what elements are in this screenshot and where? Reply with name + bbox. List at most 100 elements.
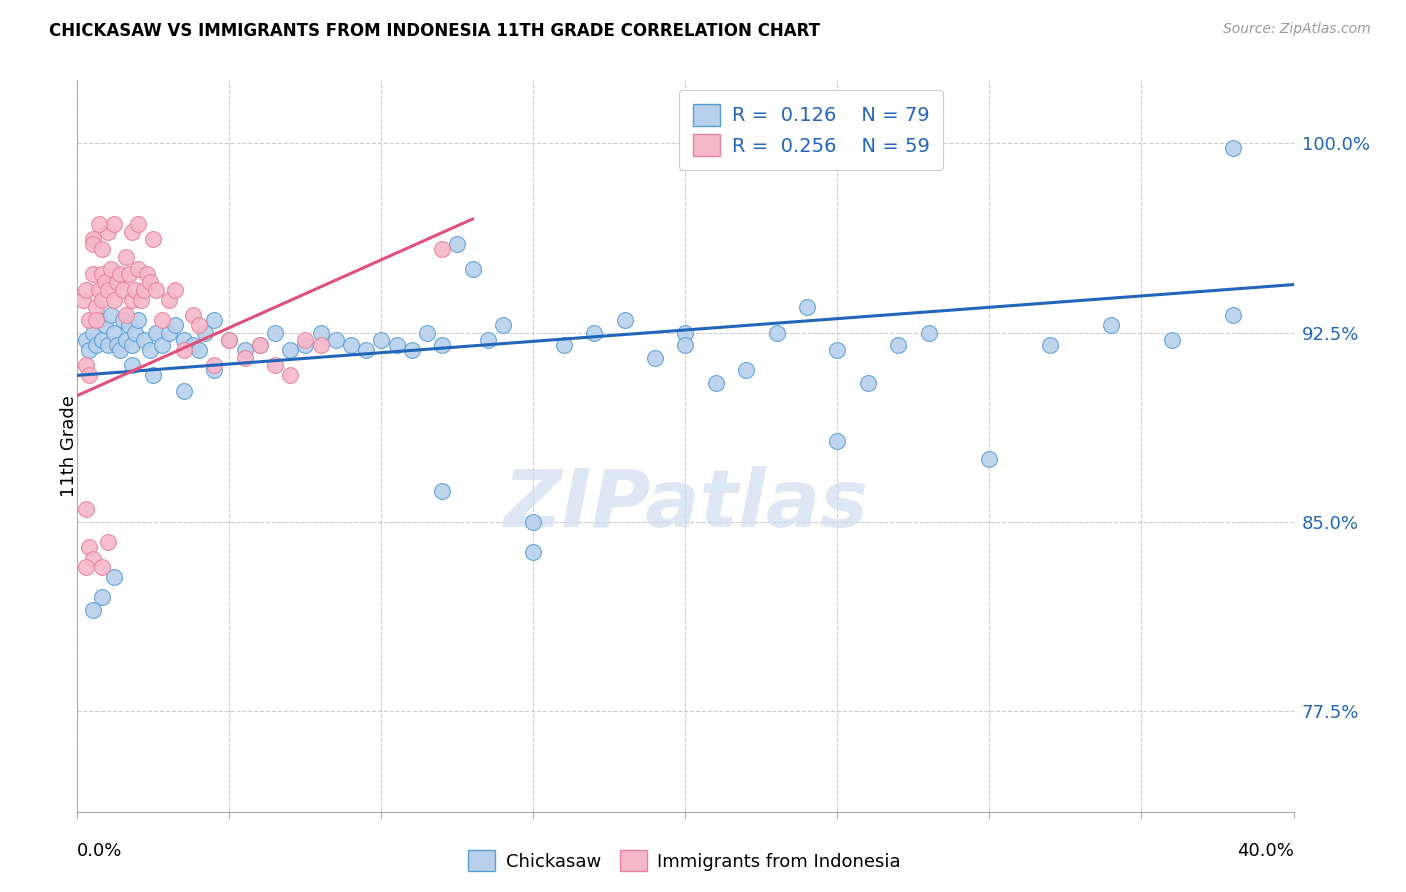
Point: [188, 318, 211, 332]
Point: [309, 338, 332, 352]
Point: [1222, 308, 1244, 322]
Point: [264, 326, 287, 340]
Point: [1039, 338, 1062, 352]
Point: [103, 217, 125, 231]
Point: [644, 351, 666, 365]
Point: [82, 237, 104, 252]
Point: [613, 313, 636, 327]
Text: 40.0%: 40.0%: [1237, 842, 1294, 860]
Point: [115, 308, 138, 322]
Point: [127, 313, 149, 327]
Point: [75, 560, 97, 574]
Point: [1161, 333, 1184, 347]
Point: [111, 313, 134, 327]
Point: [278, 343, 301, 358]
Point: [430, 338, 453, 352]
Point: [79, 343, 101, 358]
Point: [93, 318, 115, 332]
Point: [264, 359, 287, 373]
Point: [385, 338, 408, 352]
Point: [72, 293, 94, 307]
Point: [145, 283, 167, 297]
Point: [139, 343, 162, 358]
Point: [105, 275, 128, 289]
Point: [75, 283, 97, 297]
Point: [100, 262, 122, 277]
Point: [675, 326, 697, 340]
Point: [553, 338, 575, 352]
Point: [134, 283, 156, 297]
Point: [82, 326, 104, 340]
Point: [87, 313, 110, 327]
Legend: R =  0.126    N = 79, R =  0.256    N = 59: R = 0.126 N = 79, R = 0.256 N = 59: [679, 90, 943, 169]
Point: [79, 313, 101, 327]
Point: [163, 283, 186, 297]
Point: [278, 368, 301, 383]
Point: [583, 326, 606, 340]
Point: [416, 326, 439, 340]
Point: [103, 293, 125, 307]
Point: [233, 351, 256, 365]
Point: [249, 338, 271, 352]
Point: [121, 359, 143, 373]
Point: [218, 333, 240, 347]
Point: [75, 333, 97, 347]
Text: 0.0%: 0.0%: [77, 842, 122, 860]
Point: [446, 237, 468, 252]
Point: [492, 318, 515, 332]
Point: [84, 313, 107, 327]
Point: [82, 232, 104, 246]
Point: [105, 338, 128, 352]
Point: [127, 217, 149, 231]
Point: [152, 313, 174, 327]
Legend: Chickasaw, Immigrants from Indonesia: Chickasaw, Immigrants from Indonesia: [461, 843, 908, 879]
Point: [704, 376, 727, 390]
Point: [90, 333, 112, 347]
Point: [93, 275, 115, 289]
Point: [735, 363, 758, 377]
Point: [118, 268, 141, 282]
Point: [856, 376, 879, 390]
Y-axis label: 11th Grade: 11th Grade: [60, 395, 77, 497]
Point: [115, 250, 138, 264]
Point: [370, 333, 392, 347]
Point: [142, 368, 165, 383]
Point: [124, 326, 146, 340]
Point: [675, 338, 697, 352]
Point: [84, 300, 107, 314]
Point: [522, 545, 544, 559]
Point: [202, 363, 225, 377]
Point: [115, 333, 138, 347]
Point: [796, 300, 818, 314]
Point: [82, 603, 104, 617]
Point: [84, 338, 107, 352]
Point: [340, 338, 363, 352]
Point: [129, 293, 152, 307]
Point: [90, 242, 112, 256]
Point: [163, 318, 186, 332]
Point: [97, 338, 120, 352]
Point: [108, 268, 131, 282]
Point: [79, 368, 101, 383]
Point: [202, 313, 225, 327]
Point: [90, 591, 112, 605]
Point: [461, 262, 484, 277]
Point: [87, 217, 110, 231]
Point: [202, 359, 225, 373]
Point: [309, 326, 332, 340]
Point: [136, 268, 159, 282]
Point: [430, 242, 453, 256]
Point: [139, 275, 162, 289]
Point: [522, 515, 544, 529]
Point: [145, 326, 167, 340]
Point: [979, 451, 1001, 466]
Point: [233, 343, 256, 358]
Point: [157, 326, 180, 340]
Point: [127, 262, 149, 277]
Point: [142, 232, 165, 246]
Point: [121, 338, 143, 352]
Point: [765, 326, 787, 340]
Point: [401, 343, 423, 358]
Point: [218, 333, 240, 347]
Point: [1222, 141, 1244, 155]
